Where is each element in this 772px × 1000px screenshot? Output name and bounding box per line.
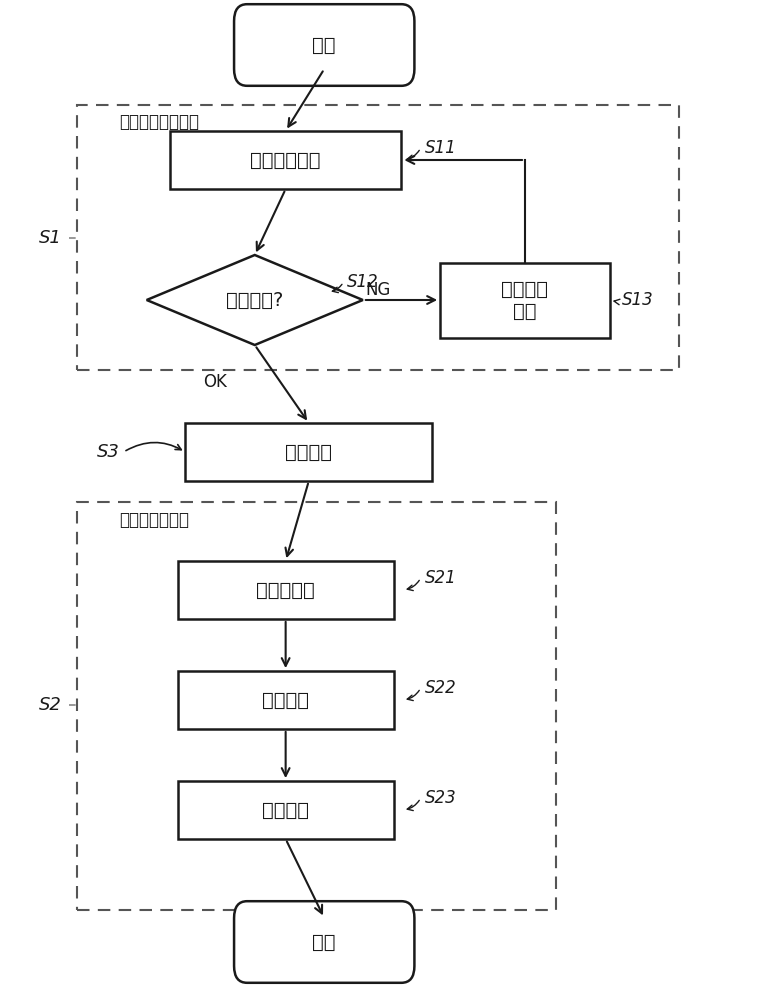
Text: OK: OK (203, 373, 226, 391)
Text: 反应机理分析工序: 反应机理分析工序 (120, 113, 200, 131)
FancyBboxPatch shape (234, 901, 415, 983)
Bar (77, 502, 556, 910)
Text: S3: S3 (96, 443, 120, 461)
Text: 预备计算工序: 预备计算工序 (250, 150, 321, 169)
Text: 参数调整
工序: 参数调整 工序 (502, 279, 548, 320)
Text: 选择工序: 选择工序 (286, 442, 332, 462)
Bar (440, 262, 610, 338)
Text: S22: S22 (425, 679, 456, 697)
Text: 开始: 开始 (313, 35, 336, 54)
Bar (178, 671, 394, 729)
FancyBboxPatch shape (234, 4, 415, 86)
Polygon shape (147, 255, 363, 345)
Text: 输出工序: 输出工序 (262, 800, 309, 820)
Bar (178, 561, 394, 619)
Text: S2: S2 (39, 696, 62, 714)
Text: 辛烷值决定工序: 辛烷值决定工序 (120, 511, 190, 529)
Text: S23: S23 (425, 789, 456, 807)
Text: S12: S12 (347, 273, 379, 291)
Text: 决定工序: 决定工序 (262, 690, 309, 710)
Text: NG: NG (366, 281, 391, 299)
Text: 本计算工序: 本计算工序 (256, 580, 315, 599)
Bar (185, 423, 432, 481)
Text: S11: S11 (425, 139, 456, 157)
Text: S21: S21 (425, 569, 456, 587)
Bar (178, 781, 394, 839)
Bar (170, 131, 401, 189)
Text: S1: S1 (39, 229, 62, 247)
Text: 结束: 结束 (313, 932, 336, 952)
Text: S13: S13 (621, 291, 653, 309)
Text: 判定工序?: 判定工序? (226, 290, 283, 310)
Bar (77, 105, 679, 370)
